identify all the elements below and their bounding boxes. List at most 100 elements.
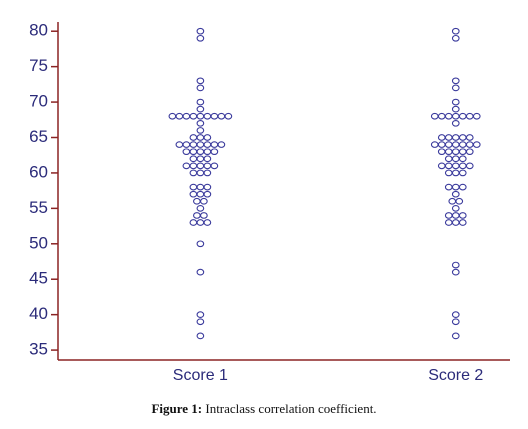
dot (196, 318, 205, 326)
dot (189, 169, 198, 177)
dot (444, 148, 453, 156)
dot (196, 162, 205, 170)
dot (451, 84, 460, 92)
dot (196, 112, 205, 120)
dot (196, 205, 205, 212)
dot (217, 112, 226, 120)
dot (444, 141, 453, 148)
dot (451, 141, 460, 148)
y-tick-label: 70 (29, 92, 48, 111)
dot (472, 112, 481, 120)
y-tick-label: 65 (29, 127, 48, 146)
dot (451, 119, 460, 127)
dot (193, 212, 201, 219)
dot (451, 183, 460, 191)
dot (458, 112, 467, 120)
dot (465, 141, 474, 148)
dot (458, 183, 467, 191)
dot (189, 141, 198, 148)
dot (203, 148, 212, 156)
dot (451, 332, 460, 340)
dot (451, 212, 460, 219)
dot (437, 141, 446, 148)
x-tick-label: Score 2 (428, 367, 483, 384)
dot (189, 112, 198, 120)
dot (196, 311, 205, 318)
dot (430, 112, 439, 120)
dot (203, 162, 212, 170)
dot (196, 127, 205, 134)
dot (451, 268, 460, 276)
dot (203, 183, 212, 191)
dot (451, 311, 460, 318)
dot (451, 219, 460, 226)
dot (196, 332, 205, 340)
dot (458, 212, 467, 219)
dot (451, 169, 460, 177)
dot (203, 141, 212, 148)
dot (203, 219, 212, 226)
y-tick-label: 35 (29, 340, 48, 359)
dot (224, 112, 233, 120)
y-tick-label: 55 (29, 198, 48, 217)
dot (458, 148, 467, 156)
dot (451, 77, 460, 85)
dot (189, 155, 198, 163)
dot (189, 219, 198, 226)
dot (458, 141, 467, 148)
dot (451, 105, 460, 113)
y-tick-label: 40 (29, 304, 48, 323)
dot (458, 162, 467, 170)
dot (189, 190, 198, 198)
dot (437, 148, 446, 156)
dot (196, 268, 205, 276)
dot (182, 148, 191, 156)
dot (196, 27, 205, 35)
y-tick-label: 75 (29, 56, 48, 75)
dot (444, 183, 453, 191)
dot (465, 134, 474, 141)
dot (203, 155, 212, 163)
y-tick-label: 60 (29, 162, 48, 181)
dot (182, 141, 191, 148)
dot (472, 141, 481, 148)
dot (465, 148, 474, 156)
dot (451, 162, 460, 170)
dot (451, 205, 460, 212)
dot (437, 134, 446, 141)
dot (444, 162, 453, 170)
dot (210, 148, 219, 156)
dot (200, 197, 208, 205)
dot (203, 112, 212, 120)
dot (196, 141, 205, 148)
dot (210, 162, 219, 170)
x-tick-label: Score 1 (173, 367, 228, 384)
dot (444, 169, 453, 177)
dot (196, 134, 205, 141)
dot (451, 134, 460, 141)
dot (196, 84, 205, 92)
dot (458, 169, 467, 177)
dot (189, 134, 198, 141)
dot (196, 34, 205, 42)
dot (451, 27, 460, 35)
dot (189, 162, 198, 170)
dot (182, 112, 191, 120)
dot (203, 169, 212, 177)
dot (437, 162, 446, 170)
dot (175, 141, 184, 148)
dot (465, 112, 474, 120)
dot (196, 77, 205, 85)
dot (189, 183, 198, 191)
dot (444, 112, 453, 120)
dot (182, 162, 191, 170)
dot (444, 219, 453, 226)
dot (189, 148, 198, 156)
dot (448, 197, 457, 205)
dot (455, 197, 464, 205)
dot (458, 134, 467, 141)
dot (196, 183, 205, 191)
y-tick-label: 45 (29, 269, 48, 288)
dot (210, 112, 219, 120)
